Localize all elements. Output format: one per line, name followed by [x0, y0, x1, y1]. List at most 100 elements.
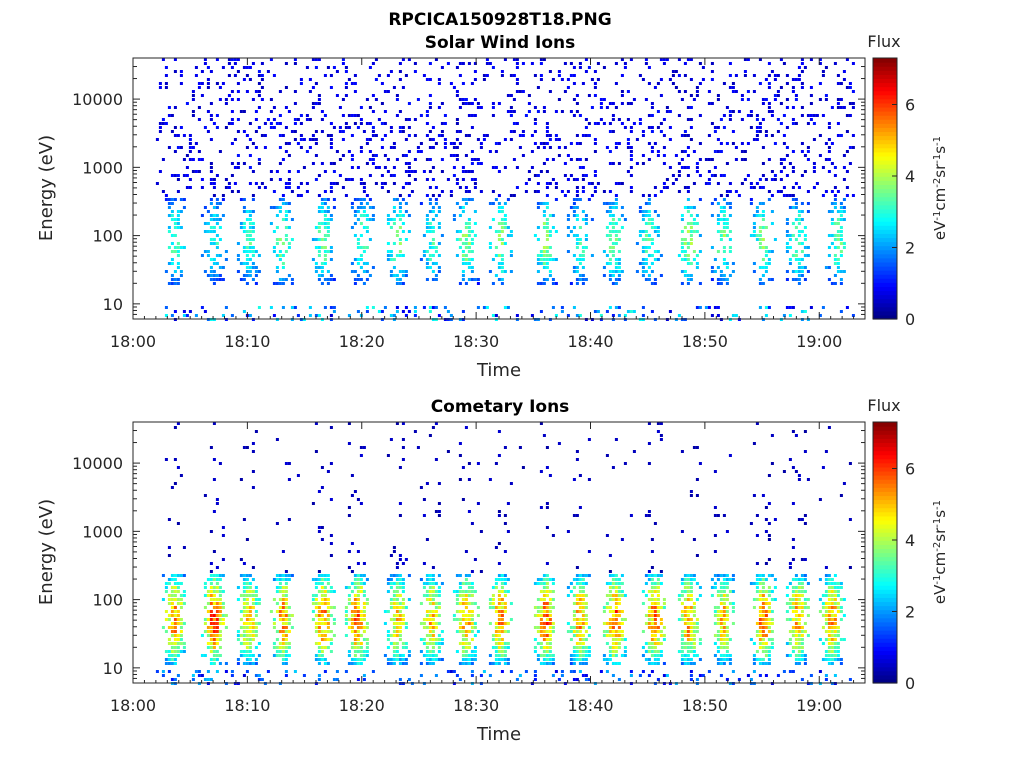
spectrogram-cell: [320, 110, 324, 113]
spectrogram-cell: [356, 258, 360, 261]
spectrogram-cell: [722, 198, 726, 201]
spectrogram-cell: [572, 634, 576, 637]
spectrogram-cell: [392, 598, 396, 601]
spectrogram-cell: [617, 622, 621, 625]
spectrogram-cell: [218, 602, 222, 605]
spectrogram-cell: [473, 650, 477, 653]
cometary-panel: Cometary Ions 18:00 18:10 18:20 18:30 18:40 1…: [36, 396, 949, 745]
spectrogram-cell: [677, 74, 681, 77]
spectrogram-cell: [650, 670, 654, 673]
spectrogram-cell: [470, 674, 474, 677]
spectrogram-cell: [392, 618, 396, 621]
spectrogram-cell: [554, 198, 558, 201]
spectrogram-cell: [587, 550, 591, 553]
spectrogram-cell: [494, 622, 498, 625]
spectrogram-cell: [278, 278, 282, 281]
spectrogram-cell: [356, 642, 360, 645]
spectrogram-cell: [242, 198, 246, 201]
spectrogram-cell: [233, 58, 237, 61]
spectrogram-cell: [431, 278, 435, 281]
spectrogram-cell: [572, 678, 576, 681]
spectrogram-cell: [458, 582, 462, 585]
spectrogram-cell: [260, 86, 264, 89]
spectrogram-cell: [500, 266, 504, 269]
spectrogram-cell: [533, 650, 537, 653]
spectrogram-cell: [257, 82, 261, 85]
spectrogram-cell: [164, 74, 168, 77]
spectrogram-cell: [473, 78, 477, 81]
colorbar-swatch: [873, 290, 897, 296]
spectrogram-cell: [365, 162, 369, 165]
spectrogram-cell: [170, 586, 174, 589]
colorbar-swatch: [873, 78, 897, 84]
spectrogram-cell: [581, 590, 585, 593]
spectrogram-cell: [245, 602, 249, 605]
spectrogram-cell: [611, 646, 615, 649]
spectrogram-cell: [254, 634, 258, 637]
spectrogram-cell: [242, 574, 246, 577]
spectrogram-cell: [404, 74, 408, 77]
spectrogram-cell: [236, 98, 240, 101]
spectrogram-cell: [644, 650, 648, 653]
spectrogram-cell: [428, 222, 432, 225]
spectrogram-cell: [161, 190, 165, 193]
spectrogram-cell: [584, 246, 588, 249]
spectrogram-cell: [611, 118, 615, 121]
spectrogram-cell: [404, 270, 408, 273]
spectrogram-cell: [362, 650, 366, 653]
spectrogram-cell: [437, 614, 441, 617]
spectrogram-cell: [164, 194, 168, 197]
spectrogram-cell: [695, 618, 699, 621]
spectrogram-cell: [581, 654, 585, 657]
spectrogram-cell: [284, 150, 288, 153]
spectrogram-cell: [167, 582, 171, 585]
spectrogram-cell: [791, 278, 795, 281]
spectrogram-cell: [494, 582, 498, 585]
spectrogram-cell: [587, 634, 591, 637]
spectrogram-cell: [536, 258, 540, 261]
spectrogram-cell: [158, 130, 162, 133]
spectrogram-cell: [398, 278, 402, 281]
spectrogram-cell: [326, 270, 330, 273]
spectrogram-cell: [362, 594, 366, 597]
spectrogram-cell: [491, 598, 495, 601]
spectrogram-cell: [548, 662, 552, 665]
spectrogram-cell: [494, 198, 498, 201]
spectrogram-cell: [413, 310, 417, 313]
spectrogram-cell: [350, 262, 354, 265]
spectrogram-cell: [566, 78, 570, 81]
spectrogram-cell: [683, 614, 687, 617]
spectrogram-cell: [644, 582, 648, 585]
spectrogram-cell: [572, 614, 576, 617]
spectrogram-cell: [437, 622, 441, 625]
spectrogram-cell: [581, 610, 585, 613]
spectrogram-cell: [509, 94, 513, 97]
spectrogram-cell: [758, 266, 762, 269]
spectrogram-cell: [785, 126, 789, 129]
spectrogram-cell: [851, 90, 855, 93]
spectrogram-cell: [287, 622, 291, 625]
spectrogram-cell: [269, 110, 273, 113]
spectrogram-cell: [689, 118, 693, 121]
spectrogram-cell: [164, 66, 168, 69]
spectrogram-cell: [350, 114, 354, 117]
spectrogram-cell: [398, 514, 402, 517]
spectrogram-cell: [227, 58, 231, 61]
spectrogram-cell: [215, 634, 219, 637]
colorbar-swatch: [873, 188, 897, 194]
spectrogram-cell: [167, 282, 171, 285]
spectrogram-cell: [470, 126, 474, 129]
spectrogram-cell: [725, 222, 729, 225]
spectrogram-cell: [746, 142, 750, 145]
spectrogram-cell: [548, 274, 552, 277]
spectrogram-cell: [455, 598, 459, 601]
spectrogram-cell: [158, 126, 162, 129]
spectrogram-cell: [830, 142, 834, 145]
spectrogram-cell: [392, 642, 396, 645]
spectrogram-cell: [689, 638, 693, 641]
spectrogram-cell: [578, 238, 582, 241]
spectrogram-cell: [212, 510, 216, 513]
spectrogram-cell: [449, 670, 453, 673]
spectrogram-cell: [653, 630, 657, 633]
spectrogram-cell: [254, 250, 258, 253]
